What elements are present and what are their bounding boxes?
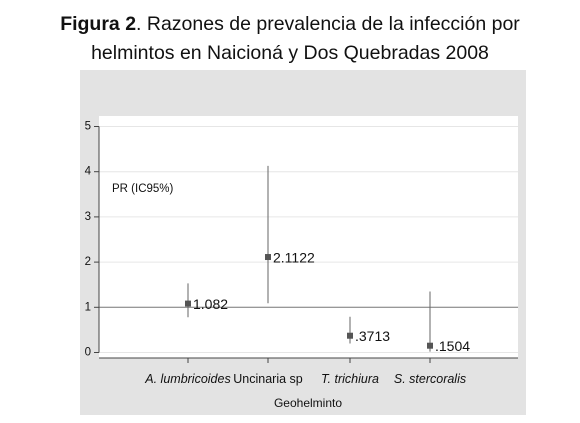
- pr-marker-1: [185, 300, 191, 307]
- data-series: 1.082 2.1122 .3713 .1504: [185, 165, 470, 354]
- y-tick-label-4: 4: [85, 166, 92, 178]
- y-tick-label-5: 5: [85, 121, 91, 133]
- value-label-2: 2.1122: [273, 250, 315, 266]
- pr-marker-2: [265, 254, 271, 261]
- value-label-1: 1.082: [193, 296, 228, 312]
- y-tick-label-1: 1: [85, 301, 91, 313]
- value-label-3: .3713: [355, 328, 390, 344]
- gridlines: [99, 126, 518, 353]
- x-tick-label-2: Uncinaria sp: [233, 372, 303, 386]
- figure-title-line2: helmintos en Naicioná y Dos Quebradas 20…: [91, 42, 489, 64]
- figure-number: Figura 2: [60, 13, 137, 35]
- x-axis-title: Geohelminto: [274, 396, 342, 410]
- y-axis: 0 1 2 3 4 5: [85, 121, 100, 359]
- x-tick-label-1: A. lumbricoides: [144, 372, 230, 386]
- pr-marker-3: [347, 332, 353, 339]
- pr-marker-4: [427, 342, 433, 349]
- value-label-4: .1504: [435, 338, 470, 354]
- x-tick-label-3: T. trichiura: [321, 372, 379, 386]
- x-axis: A. lumbricoides Uncinaria sp T. trichiura S…: [99, 357, 518, 386]
- pr-ic95-annotation: PR (IC95%): [112, 183, 174, 195]
- y-tick-label-3: 3: [85, 211, 91, 223]
- y-tick-label-2: 2: [85, 256, 91, 268]
- y-tick-label-0: 0: [85, 347, 91, 359]
- figure-title: Figura 2. Razones de prevalencia de la i…: [0, 10, 580, 68]
- x-tick-label-4: S. stercoralis: [394, 372, 466, 386]
- plot-area: [99, 116, 518, 358]
- figure-title-text: . Razones de prevalencia de la infección…: [136, 13, 520, 35]
